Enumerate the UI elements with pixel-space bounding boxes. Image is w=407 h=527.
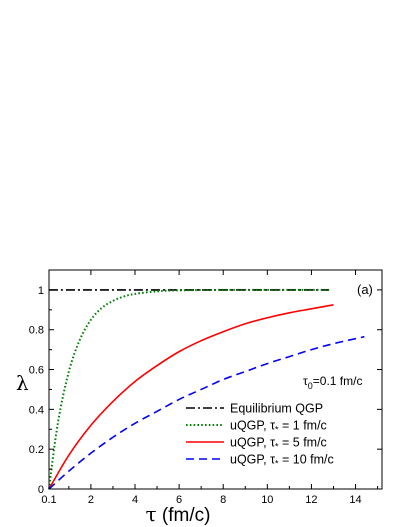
tau0-annotation: τ0=0.1 fm/c xyxy=(303,374,362,391)
x-tick-label: 6 xyxy=(176,494,182,506)
legend-label-2: uQGP, τ* = 5 fm/c xyxy=(230,436,327,452)
x-tick-label: 8 xyxy=(220,494,226,506)
panel-label: (a) xyxy=(357,282,373,297)
plot-border xyxy=(48,269,383,490)
y-tick-label: 0 xyxy=(38,484,44,496)
x-tick-label: 0.1 xyxy=(41,494,56,506)
tau0-subscript: 0 xyxy=(308,381,313,391)
series-layer xyxy=(48,288,365,490)
x-tick-label: 2 xyxy=(88,494,94,506)
y-tick-label: 0.6 xyxy=(29,365,44,377)
legend-label-3: uQGP, τ* = 10 fm/c xyxy=(230,453,334,469)
y-tick-label: 1 xyxy=(38,285,44,297)
x-tick-label: 4 xyxy=(132,494,138,506)
legend-label-0: Equilibrium QGP xyxy=(230,402,323,416)
x-axis-unit: (fm/c) xyxy=(157,505,211,526)
series-line-2 xyxy=(48,304,334,490)
x-tick-label: 14 xyxy=(349,494,361,506)
x-tick-label: 12 xyxy=(305,494,317,506)
tau0-value: =0.1 fm/c xyxy=(313,374,363,388)
series-line-3 xyxy=(48,335,365,490)
y-tick-label: 0.4 xyxy=(29,404,44,416)
plot-frame xyxy=(48,269,383,490)
y-tick-label: 0.2 xyxy=(29,444,44,456)
x-axis-title: τ (fm/c) xyxy=(146,502,211,526)
y-tick-label: 0.8 xyxy=(29,325,44,337)
legend-label-1: uQGP, τ* = 1 fm/c xyxy=(230,419,327,435)
x-axis-symbol: τ xyxy=(146,502,157,526)
series-line-1 xyxy=(48,288,330,490)
x-tick-label: 10 xyxy=(261,494,273,506)
y-axis-title: λ xyxy=(16,371,29,395)
tick-layer: 0.1 2 4 6 8 10 12 14 0 0.2 0.4 0.6 0.8 1 xyxy=(29,269,382,506)
tau0-symbol: τ xyxy=(303,374,308,388)
